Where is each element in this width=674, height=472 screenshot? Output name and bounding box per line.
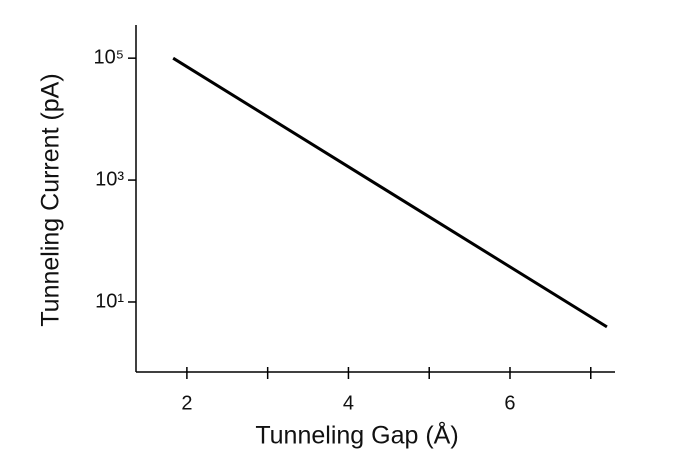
y-tick-label: 10⁵ (93, 46, 124, 68)
x-tick-label: 2 (181, 392, 192, 414)
y-tick-label: 10¹ (95, 290, 124, 312)
x-tick-label: 4 (343, 392, 354, 414)
y-axis-label: Tunneling Current (pA) (37, 73, 65, 326)
x-axis-label: Tunneling Gap (Å) (255, 420, 458, 450)
y-tick-label: 10³ (95, 168, 124, 190)
line (172, 56, 608, 329)
x-tick-label: 6 (504, 392, 515, 414)
